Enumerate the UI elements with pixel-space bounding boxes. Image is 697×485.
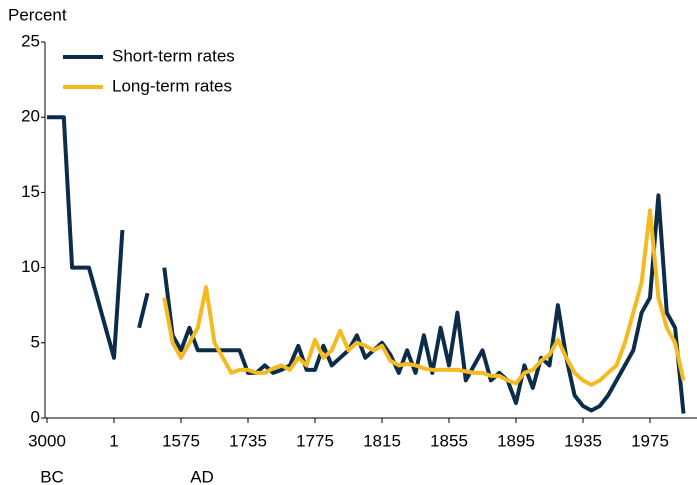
y-tick-label: 15 <box>21 182 40 201</box>
series-line <box>162 208 686 387</box>
annotation: AD <box>190 467 214 485</box>
y-tick-label: 20 <box>21 107 40 126</box>
x-tick-label: 1735 <box>229 431 267 450</box>
legend-label: Short-term rates <box>112 46 235 65</box>
y-tick-label: 25 <box>21 31 40 50</box>
y-axis-label: Percent <box>8 5 67 24</box>
x-tick-label: 1815 <box>363 431 401 450</box>
x-tick-label: 1575 <box>162 431 200 450</box>
x-tick-label: 1 <box>109 431 118 450</box>
x-tick-label: 1775 <box>296 431 334 450</box>
x-tick-label: 1935 <box>564 431 602 450</box>
x-tick-label: 1975 <box>631 431 669 450</box>
y-tick-label: 5 <box>31 332 40 351</box>
y-tick-label: 0 <box>31 407 40 426</box>
y-tick-label: 10 <box>21 257 40 276</box>
series-line <box>47 115 686 414</box>
legend-label: Long-term rates <box>112 76 232 95</box>
annotation: BC <box>40 467 64 485</box>
x-tick-label: 1895 <box>497 431 535 450</box>
x-tick-label: 1855 <box>430 431 468 450</box>
x-tick-label: 3000 <box>28 431 66 450</box>
